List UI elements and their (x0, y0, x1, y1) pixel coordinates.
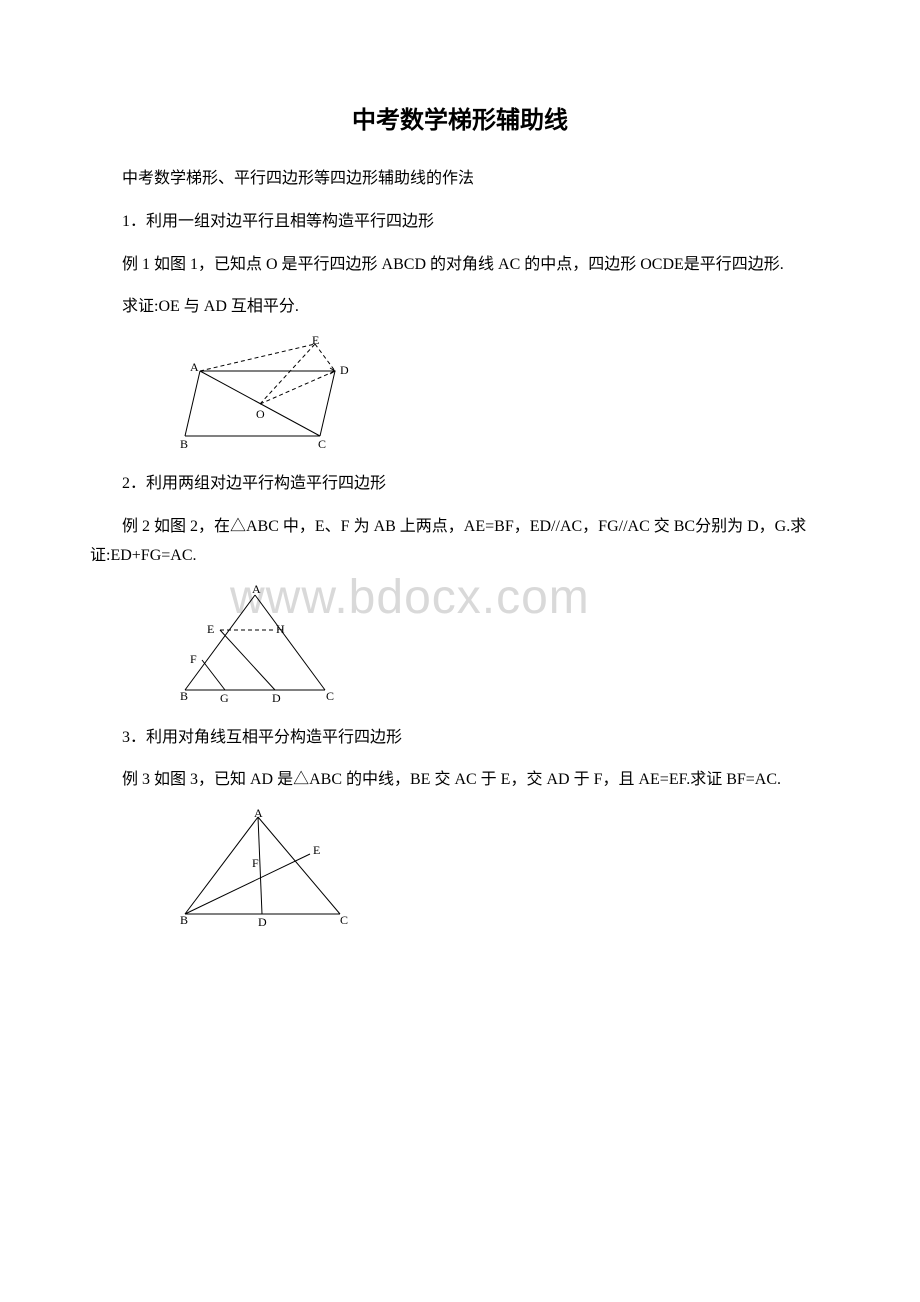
fig1-label-O: O (256, 407, 265, 421)
fig1-label-D: D (340, 363, 349, 377)
example2-text1: 例 2 如图 2，在△ABC 中，E、F 为 AB 上两点，AE=BF，ED//… (90, 513, 830, 571)
page-title: 中考数学梯形辅助线 (90, 100, 830, 135)
figure-1: A B C D E O (180, 336, 830, 456)
section3-heading: 3．利用对角线互相平分构造平行四边形 (90, 724, 830, 753)
fig2-label-B: B (180, 689, 188, 703)
fig1-label-A: A (190, 360, 199, 374)
fig2-label-C: C (326, 689, 334, 703)
example3-text1: 例 3 如图 3，已知 AD 是△ABC 的中线，BE 交 AC 于 E，交 A… (90, 766, 830, 795)
fig2-label-A: A (252, 585, 261, 596)
fig2-label-F: F (190, 652, 197, 666)
fig2-label-E: E (207, 622, 214, 636)
section1-heading: 1．利用一组对边平行且相等构造平行四边形 (90, 208, 830, 237)
figure-3-svg: A B C D E F (180, 809, 360, 929)
fig3-label-A: A (254, 809, 263, 820)
fig1-label-E: E (312, 336, 319, 347)
intro-text: 中考数学梯形、平行四边形等四边形辅助线的作法 (90, 165, 830, 194)
fig3-label-D: D (258, 915, 267, 929)
section2-heading: 2．利用两组对边平行构造平行四边形 (90, 470, 830, 499)
figure-1-svg: A B C D E O (180, 336, 380, 451)
fig3-label-C: C (340, 913, 348, 927)
fig3-label-E: E (313, 843, 320, 857)
fig2-label-G: G (220, 691, 229, 705)
fig3-label-B: B (180, 913, 188, 927)
fig1-label-C: C (318, 437, 326, 451)
figure-2: A B C E F H G D (180, 585, 830, 710)
figure-3: A B C D E F (180, 809, 830, 934)
example1-text1: 例 1 如图 1，已知点 O 是平行四边形 ABCD 的对角线 AC 的中点，四… (90, 251, 830, 280)
fig1-label-B: B (180, 437, 188, 451)
fig2-label-H: H (276, 622, 285, 636)
fig2-label-D: D (272, 691, 281, 705)
example1-text2: 求证:OE 与 AD 互相平分. (90, 293, 830, 322)
figure-2-svg: A B C E F H G D (180, 585, 340, 705)
fig3-label-F: F (252, 856, 259, 870)
